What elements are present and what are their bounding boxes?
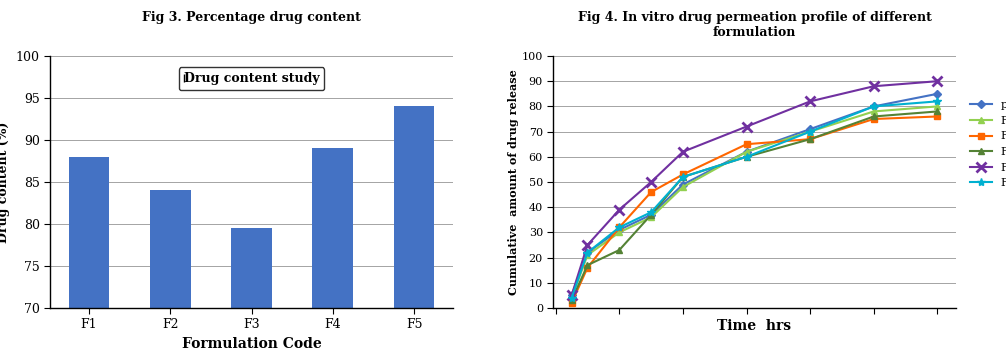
F4 xyxy=(868,84,880,88)
F2 xyxy=(581,266,594,270)
Y-axis label: Drug content (%): Drug content (%) xyxy=(0,121,10,243)
F1 xyxy=(645,215,657,219)
F5 xyxy=(677,175,689,179)
pure drug xyxy=(677,182,689,187)
Text: Fig 3. Percentage drug content: Fig 3. Percentage drug content xyxy=(142,10,361,23)
Line: F1: F1 xyxy=(568,103,941,301)
Line: F3: F3 xyxy=(568,108,941,304)
pure drug xyxy=(740,150,752,154)
F1 xyxy=(932,104,944,108)
Legend: Drug content study: Drug content study xyxy=(179,67,324,90)
Legend: pure drug, F1, F2, F3, F4, F5: pure drug, F1, F2, F3, F4, F5 xyxy=(966,96,1006,192)
F4 xyxy=(740,125,752,129)
F5 xyxy=(804,130,816,134)
F4 xyxy=(932,79,944,83)
X-axis label: Formulation Code: Formulation Code xyxy=(182,337,321,350)
F2 xyxy=(868,117,880,121)
Bar xyxy=(231,228,272,350)
F2 xyxy=(565,301,577,305)
F2 xyxy=(614,225,626,230)
pure drug xyxy=(932,92,944,96)
Line: pure drug: pure drug xyxy=(568,91,941,298)
pure drug xyxy=(614,228,626,232)
F4 xyxy=(614,208,626,212)
F1 xyxy=(581,253,594,257)
F5 xyxy=(932,99,944,104)
F1 xyxy=(868,109,880,113)
F1 xyxy=(804,130,816,134)
F2 xyxy=(932,114,944,119)
Bar xyxy=(313,148,353,350)
F1 xyxy=(677,185,689,189)
F3 xyxy=(677,175,689,179)
F5 xyxy=(645,210,657,214)
Line: F5: F5 xyxy=(567,97,942,302)
F5 xyxy=(565,296,577,300)
Bar xyxy=(68,157,110,350)
F3 xyxy=(804,137,816,141)
Bar xyxy=(393,106,435,350)
Bar xyxy=(150,190,190,350)
F4 xyxy=(677,150,689,154)
pure drug xyxy=(565,293,577,298)
F2 xyxy=(804,137,816,141)
F1 xyxy=(614,230,626,235)
F5 xyxy=(740,155,752,159)
F3 xyxy=(581,263,594,267)
F3 xyxy=(565,298,577,302)
F5 xyxy=(614,225,626,230)
F2 xyxy=(645,190,657,194)
F4 xyxy=(804,99,816,104)
F2 xyxy=(740,142,752,146)
F3 xyxy=(932,109,944,113)
Y-axis label: Cumulative  amount of drug release: Cumulative amount of drug release xyxy=(508,69,519,295)
F4 xyxy=(645,180,657,184)
pure drug xyxy=(645,213,657,217)
Line: F2: F2 xyxy=(568,114,941,306)
X-axis label: Time  hrs: Time hrs xyxy=(717,319,792,333)
F1 xyxy=(740,150,752,154)
F1 xyxy=(565,296,577,300)
F4 xyxy=(565,293,577,298)
F3 xyxy=(868,114,880,119)
F2 xyxy=(677,172,689,176)
pure drug xyxy=(804,127,816,131)
F5 xyxy=(581,251,594,255)
F3 xyxy=(740,155,752,159)
Line: F4: F4 xyxy=(566,76,943,300)
F4 xyxy=(581,243,594,247)
Text: Fig 4. In vitro drug permeation profile of different
formulation: Fig 4. In vitro drug permeation profile … xyxy=(577,10,932,38)
F3 xyxy=(614,248,626,252)
F5 xyxy=(868,104,880,108)
pure drug xyxy=(868,104,880,108)
F3 xyxy=(645,213,657,217)
pure drug xyxy=(581,251,594,255)
